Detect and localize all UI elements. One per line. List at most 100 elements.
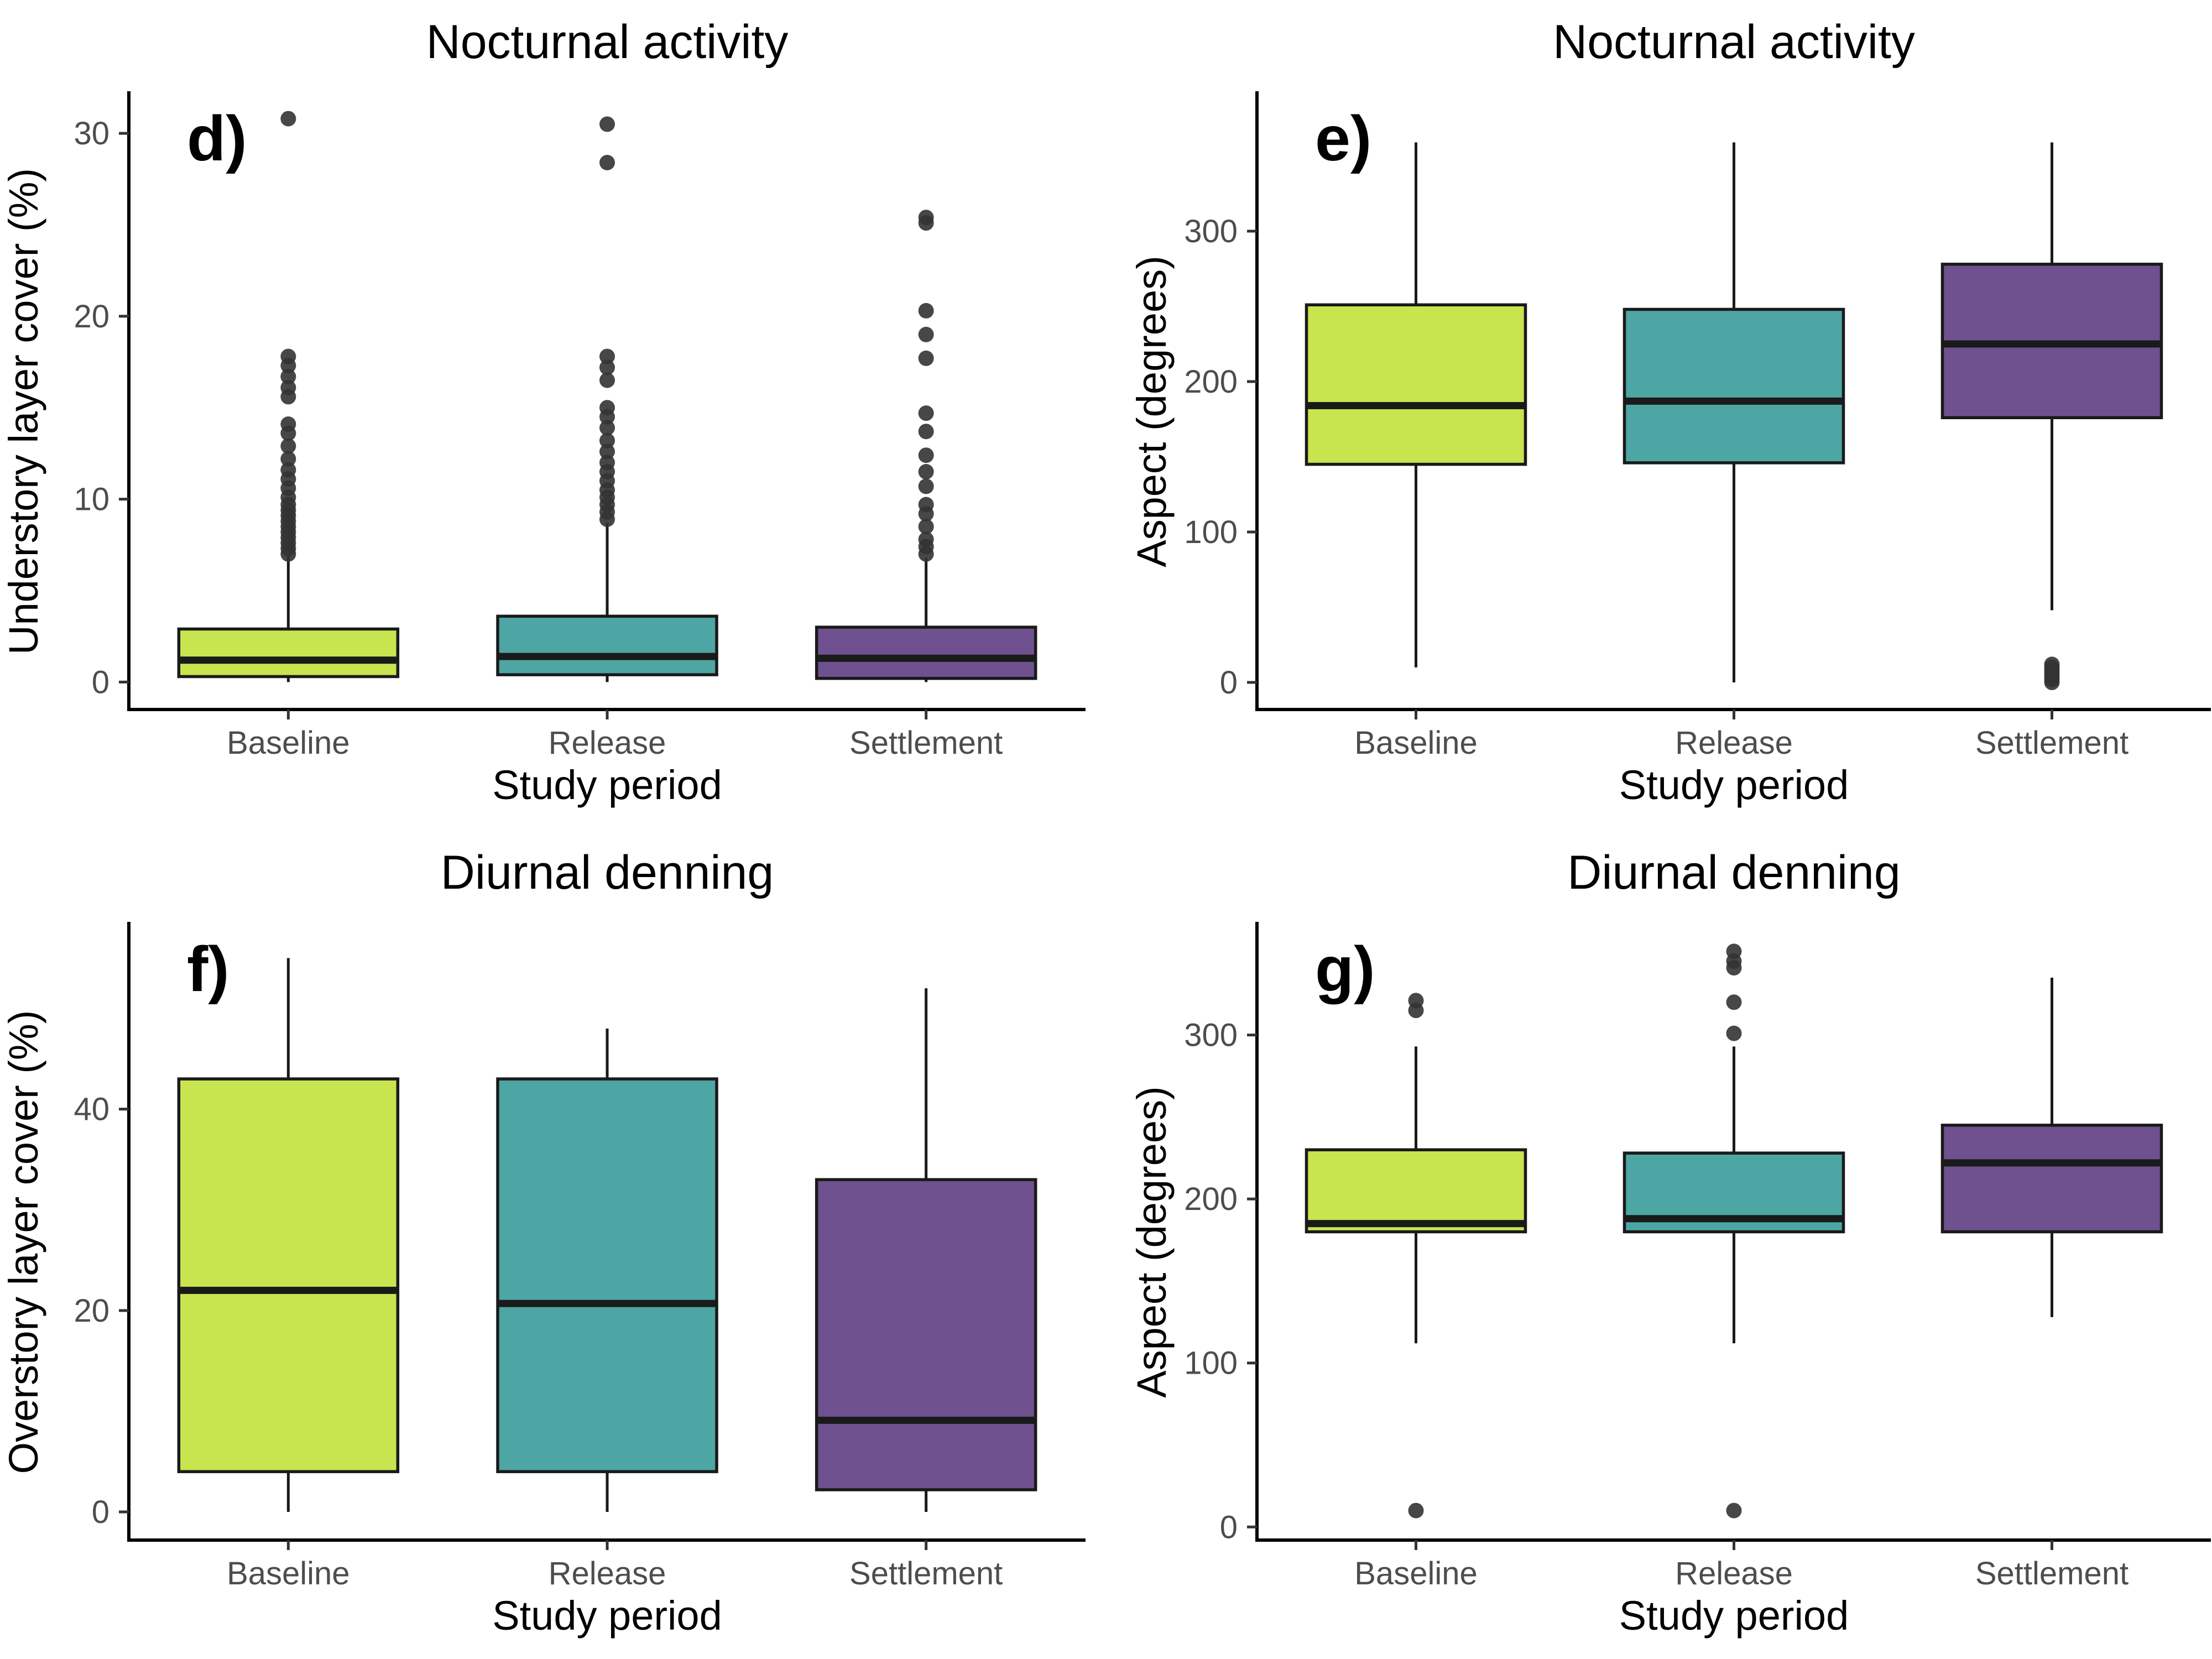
outlier-point: [1726, 1025, 1742, 1041]
x-axis-title: Study period: [1619, 1593, 1849, 1639]
box-settlement: [815, 988, 1037, 1512]
chart-panel-f: Diurnal denning 0 20 40 Baseline Release Settl…: [1, 846, 1086, 1639]
x-tick-label: Settlement: [1975, 725, 2128, 761]
box-baseline: [1305, 993, 1527, 1519]
outlier-point: [599, 444, 615, 460]
y-tick-label: 300: [1184, 1018, 1238, 1053]
panel-letter: g): [1315, 934, 1375, 1005]
box-settlement: [1940, 142, 2163, 691]
x-tick-label: Settlement: [849, 1556, 1003, 1592]
box-settlement: [815, 210, 1037, 682]
y-tick-label: 100: [1184, 514, 1238, 550]
iqr-box: [815, 1178, 1037, 1491]
y-tick-label: 0: [1220, 1509, 1238, 1545]
outlier-point: [918, 531, 934, 547]
y-tick-label: 200: [1184, 1181, 1238, 1217]
y-tick-label: 20: [74, 299, 109, 335]
outlier-point: [1408, 993, 1424, 1009]
box-release: [496, 116, 718, 682]
x-tick-label: Release: [549, 1556, 666, 1592]
y-tick-label: 20: [74, 1293, 109, 1329]
outlier-point: [599, 432, 615, 448]
outlier-point: [918, 405, 934, 421]
outlier-point: [599, 400, 615, 416]
outlier-point: [918, 519, 934, 535]
box-release: [1623, 943, 1845, 1519]
iqr-box: [1305, 1148, 1527, 1234]
outlier-point: [280, 379, 296, 395]
y-tick-label: 0: [92, 1494, 109, 1530]
panel-title: Nocturnal activity: [1553, 15, 1915, 69]
outlier-point: [280, 111, 296, 127]
x-axis-title: Study period: [492, 1593, 722, 1639]
outlier-point: [2044, 656, 2060, 672]
outlier-point: [599, 372, 615, 388]
outlier-point: [918, 424, 934, 440]
panel-title: Diurnal denning: [441, 846, 774, 899]
y-tick-label: 10: [74, 482, 109, 518]
y-axis-title: Overstory layer cover (%): [1, 1010, 46, 1474]
outlier-point: [280, 451, 296, 467]
box-settlement: [1940, 977, 2163, 1317]
iqr-box: [177, 627, 400, 679]
outlier-point: [918, 350, 934, 366]
outlier-point: [280, 438, 296, 454]
iqr-box: [1305, 303, 1527, 466]
x-tick-label: Baseline: [227, 1556, 349, 1592]
panel-letter: d): [187, 103, 247, 174]
outlier-point: [599, 420, 615, 436]
iqr-box: [496, 614, 718, 676]
chart-panel-e: Nocturnal activity 0 100 200 300 Baseline Rele…: [1129, 15, 2211, 808]
outlier-point: [1408, 1503, 1424, 1519]
outlier-point: [1726, 994, 1742, 1010]
box-release: [1623, 142, 1845, 683]
outlier-point: [918, 447, 934, 463]
iqr-box: [177, 1077, 400, 1473]
box-baseline: [1305, 142, 1527, 667]
y-axis-title: Understory layer cover (%): [1, 168, 46, 655]
outlier-point: [280, 348, 296, 364]
outlier-point: [1726, 1503, 1742, 1519]
box-release: [496, 1029, 718, 1512]
iqr-box: [815, 625, 1037, 680]
y-axis-title: Aspect (degrees): [1129, 255, 1175, 567]
iqr-box: [1623, 307, 1845, 465]
outlier-point: [599, 359, 615, 375]
x-tick-label: Release: [549, 725, 666, 761]
iqr-box: [496, 1077, 718, 1473]
x-tick-label: Release: [1675, 725, 1793, 761]
outlier-point: [918, 302, 934, 319]
outlier-point: [918, 478, 934, 494]
box-baseline: [177, 111, 400, 682]
box-baseline: [177, 958, 400, 1512]
panel-title: Nocturnal activity: [426, 15, 789, 69]
outlier-point: [918, 326, 934, 342]
outlier-point: [918, 497, 934, 513]
y-tick-label: 40: [74, 1092, 109, 1128]
x-axis-title: Study period: [492, 762, 722, 808]
chart-panel-g: Diurnal denning 0 100 200 300 Baseline Release…: [1129, 846, 2211, 1639]
outlier-point: [918, 464, 934, 479]
y-tick-label: 0: [1220, 665, 1238, 701]
iqr-box: [1940, 1123, 2163, 1234]
y-tick-label: 30: [74, 116, 109, 152]
outlier-point: [918, 210, 934, 226]
y-tick-label: 200: [1184, 364, 1238, 400]
y-tick-label: 300: [1184, 213, 1238, 249]
outlier-point: [280, 462, 296, 478]
y-tick-label: 100: [1184, 1345, 1238, 1381]
x-tick-label: Settlement: [1975, 1556, 2128, 1592]
x-tick-label: Baseline: [227, 725, 349, 761]
outlier-point: [280, 416, 296, 432]
panel-letter: e): [1315, 103, 1371, 174]
x-axis-title: Study period: [1619, 762, 1849, 808]
panel-letter: f): [187, 934, 229, 1005]
y-tick-label: 0: [92, 664, 109, 700]
x-tick-label: Baseline: [1354, 725, 1477, 761]
outlier-point: [599, 116, 615, 132]
outlier-point: [280, 369, 296, 384]
x-tick-label: Settlement: [849, 725, 1003, 761]
x-tick-label: Baseline: [1354, 1556, 1477, 1592]
outlier-point: [1726, 943, 1742, 959]
